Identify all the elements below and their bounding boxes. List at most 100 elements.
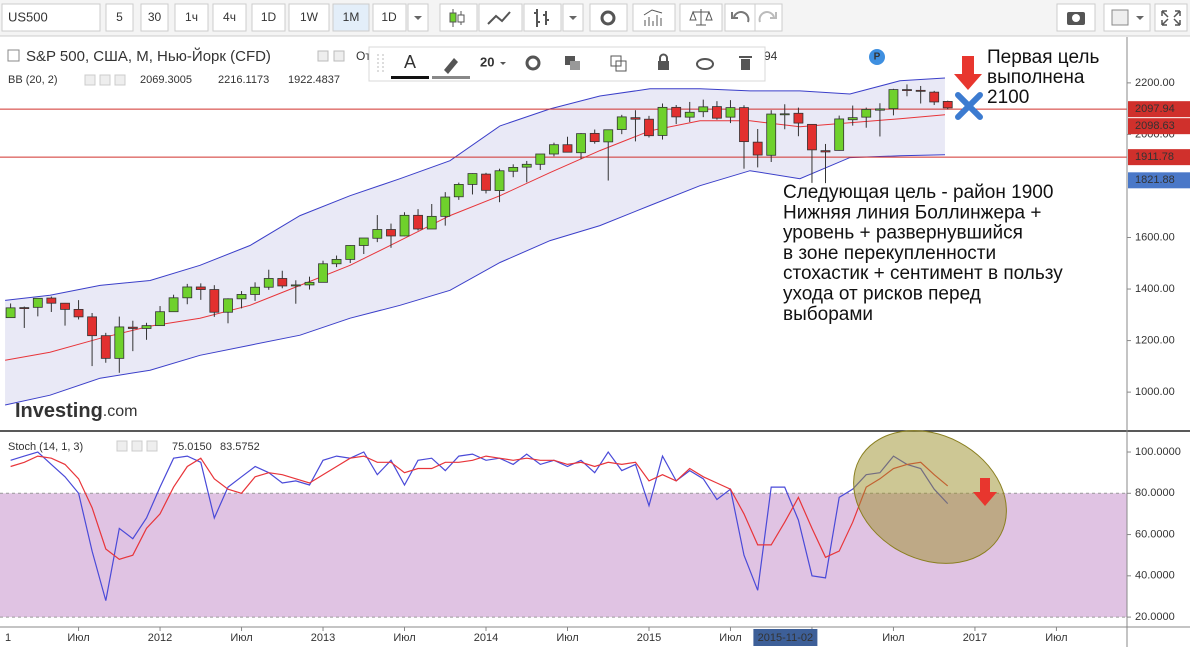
text-color[interactable] bbox=[391, 76, 429, 79]
watermark-suffix: .com bbox=[103, 403, 138, 420]
legend-icon[interactable] bbox=[333, 50, 345, 62]
candle-body bbox=[562, 144, 573, 153]
legend-icon[interactable] bbox=[146, 440, 158, 452]
candle-body bbox=[182, 286, 193, 299]
x-tick-label: Июл bbox=[719, 632, 741, 644]
undo-button[interactable] bbox=[724, 3, 756, 32]
settings-icon[interactable] bbox=[525, 55, 541, 71]
candle-body bbox=[127, 326, 138, 329]
indicators-button[interactable] bbox=[632, 3, 676, 32]
marker-p-letter: P bbox=[874, 52, 881, 63]
candle-body bbox=[263, 278, 274, 288]
layout-icon bbox=[1111, 9, 1129, 26]
layers-icon[interactable] bbox=[565, 56, 575, 65]
grip[interactable] bbox=[377, 54, 384, 74]
legend-icon[interactable] bbox=[114, 74, 126, 86]
candle-body bbox=[576, 133, 586, 154]
font-size[interactable]: 20 bbox=[480, 54, 494, 69]
redo-button[interactable] bbox=[754, 3, 783, 32]
indicator-title: BB (20, 2) bbox=[8, 74, 58, 86]
candle-body bbox=[521, 163, 532, 168]
dropdown-caret[interactable] bbox=[500, 62, 506, 65]
interval-button[interactable] bbox=[288, 3, 330, 32]
interval-button[interactable] bbox=[105, 3, 134, 32]
candle-body bbox=[549, 144, 559, 155]
y-tick-label: 60.0000 bbox=[1135, 528, 1175, 540]
lock-shackle bbox=[659, 53, 668, 61]
redo-icon bbox=[758, 11, 777, 23]
marker-p[interactable] bbox=[869, 49, 885, 65]
line-color[interactable] bbox=[432, 76, 470, 79]
x-tick-label: 2014 bbox=[474, 632, 498, 644]
text-tool[interactable]: A bbox=[404, 52, 416, 72]
interval-label: 1W bbox=[300, 10, 319, 24]
candle-body bbox=[725, 107, 736, 118]
lock-icon[interactable] bbox=[658, 61, 669, 70]
x-tick-label: Июл bbox=[882, 632, 904, 644]
trash-icon[interactable] bbox=[741, 59, 750, 70]
candle-body bbox=[616, 116, 627, 130]
interval-label: 1D bbox=[261, 10, 277, 24]
pencil-tool[interactable] bbox=[444, 58, 458, 74]
dropdown-caret bbox=[414, 16, 422, 20]
legend-icon[interactable] bbox=[317, 50, 329, 62]
x-tick-label: 2013 bbox=[311, 632, 335, 644]
compare-button[interactable] bbox=[679, 3, 723, 32]
bb-fill bbox=[5, 77, 945, 406]
note-line: ухода от рисков перед bbox=[783, 284, 981, 305]
candle-body bbox=[481, 173, 491, 191]
candle-body bbox=[603, 129, 614, 143]
candle-body bbox=[684, 111, 695, 118]
x-tick-label: Июл bbox=[1045, 632, 1067, 644]
candle-body bbox=[589, 132, 600, 143]
settings-button[interactable] bbox=[589, 3, 628, 32]
range-button[interactable] bbox=[372, 3, 407, 32]
fullscreen-button[interactable] bbox=[1154, 3, 1188, 32]
bars-button[interactable] bbox=[523, 3, 562, 32]
candle-body bbox=[739, 107, 749, 143]
candle-body bbox=[345, 245, 356, 260]
interval-button[interactable] bbox=[332, 3, 370, 32]
x-tick-label: 1 bbox=[5, 632, 11, 644]
legend-icon[interactable] bbox=[99, 74, 111, 86]
y-tick-label: 1200.00 bbox=[1135, 334, 1175, 346]
interval-label: 1M bbox=[343, 10, 360, 24]
collapse-icon[interactable] bbox=[7, 49, 20, 62]
interval-button[interactable] bbox=[174, 3, 209, 32]
eye-icon[interactable] bbox=[696, 58, 714, 70]
candle-body bbox=[209, 289, 220, 313]
legend-icon[interactable] bbox=[116, 440, 128, 452]
drawing-toolbar: A 20 bbox=[368, 46, 766, 82]
indicator-value: 2069.3005 bbox=[140, 74, 192, 86]
interval-button[interactable] bbox=[140, 3, 169, 32]
legend-icon[interactable] bbox=[131, 440, 143, 452]
candle-body bbox=[793, 112, 804, 124]
bars-icon bbox=[534, 9, 549, 27]
indicators-icon bbox=[643, 9, 663, 26]
interval-button[interactable] bbox=[251, 3, 286, 32]
compare-icon bbox=[689, 9, 713, 26]
candle-body bbox=[19, 307, 30, 309]
layers-icon[interactable] bbox=[570, 61, 580, 70]
candle-body bbox=[875, 108, 885, 111]
annotation-line: 2100 bbox=[987, 87, 1029, 108]
price-label-bg bbox=[1128, 118, 1190, 135]
x-tick-label: Июл bbox=[556, 632, 578, 644]
candle-body bbox=[73, 308, 84, 318]
clone-icon[interactable] bbox=[615, 60, 627, 72]
symbol-box[interactable] bbox=[1, 3, 101, 32]
price-label-bg bbox=[1128, 172, 1190, 189]
line-button[interactable] bbox=[478, 3, 523, 32]
candle-body bbox=[942, 101, 953, 109]
interval-button[interactable] bbox=[212, 3, 247, 32]
price-label-bg bbox=[1128, 149, 1190, 166]
candle-body bbox=[426, 215, 437, 230]
bb-line bbox=[5, 77, 946, 301]
note-line: Нижняя линия Боллинжера + bbox=[783, 202, 1041, 223]
legend-icon[interactable] bbox=[84, 74, 96, 86]
candle-body bbox=[752, 141, 763, 156]
candle-body bbox=[195, 286, 206, 290]
candle-body bbox=[834, 118, 845, 151]
undo-icon bbox=[731, 11, 750, 23]
down-arrow bbox=[973, 478, 997, 506]
